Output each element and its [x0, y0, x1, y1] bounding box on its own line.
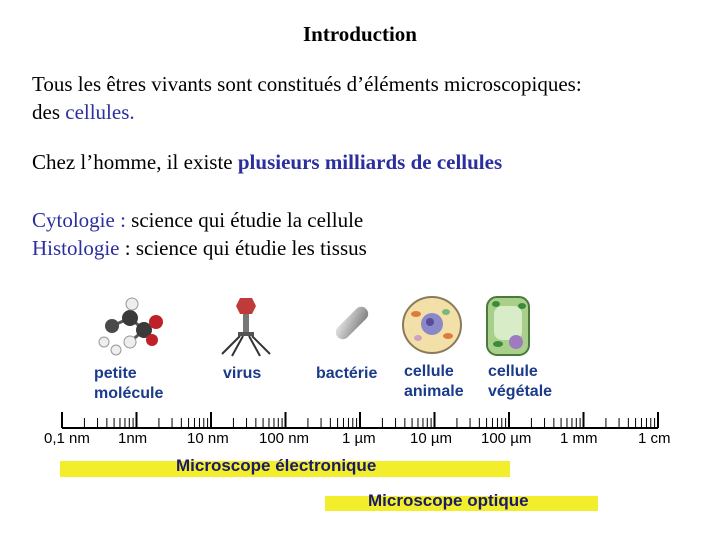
label-plant-cell-line2: végétale	[488, 383, 553, 400]
label-small-molecule-line2: molécule	[94, 385, 164, 402]
label-animal-cell: cellule animale	[404, 362, 464, 402]
label-animal-cell-line2: animale	[404, 383, 464, 400]
electron-microscope-band	[60, 461, 510, 477]
bacteria-icon	[335, 306, 369, 340]
scale-label-1cm: 1 cm	[638, 430, 671, 447]
label-virus: virus	[223, 365, 262, 382]
scale-label-1mm: 1 mm	[560, 430, 598, 447]
paragraph-cells: Tous les êtres vivants sont constitués d…	[32, 70, 582, 126]
term-histology: Histologie	[32, 236, 120, 260]
scale-label-10nm: 10 nm	[187, 430, 229, 447]
label-animal-cell-line1: cellule	[404, 363, 454, 380]
paragraph-cells-prefix: des	[32, 100, 66, 124]
label-small-molecule: petite molécule	[94, 364, 163, 404]
definition-cytology-text: science qui étudie la cellule	[125, 208, 364, 232]
paragraph-human: Chez l’homme, il existe plusieurs millia…	[32, 148, 502, 176]
optical-microscope-band	[325, 496, 598, 511]
animal-cell-icon	[402, 296, 462, 354]
molecule-icon	[98, 297, 163, 356]
page-title: Introduction	[303, 22, 417, 46]
paragraph-human-prefix: Chez l’homme, il existe	[32, 150, 238, 174]
label-plant-cell: cellule végétale	[488, 362, 552, 402]
term-cytology: Cytologie :	[32, 208, 126, 232]
virus-icon	[221, 298, 271, 357]
definitions: Cytologie : science qui étudie la cellul…	[32, 206, 367, 262]
cells-highlight: cellules.	[65, 100, 135, 124]
label-bacteria: bactérie	[316, 365, 378, 382]
paragraph-cells-line2: des cellules.	[32, 98, 582, 126]
plant-cell-icon	[486, 296, 530, 356]
definition-histology: Histologie : science qui étudie les tiss…	[32, 234, 367, 262]
scale-label-100um: 100 µm	[481, 430, 532, 447]
scale-label-1nm: 1nm	[118, 430, 148, 447]
paragraph-cells-line1: Tous les êtres vivants sont constitués d…	[32, 72, 582, 96]
billions-highlight: plusieurs milliards de cellules	[237, 150, 503, 174]
label-small-molecule-line1: petite	[94, 365, 137, 382]
definition-cytology: Cytologie : science qui étudie la cellul…	[32, 206, 367, 234]
definition-histology-text: : science qui étudie les tissus	[119, 236, 367, 260]
electron-microscope-label: Microscope électronique	[176, 456, 377, 475]
scale-label-0-1nm: 0,1 nm	[44, 430, 90, 447]
scale-label-10um: 10 µm	[410, 430, 452, 447]
optical-microscope-label: Microscope optique	[368, 491, 529, 510]
scale-label-100nm: 100 nm	[259, 430, 310, 447]
label-plant-cell-line1: cellule	[488, 363, 538, 380]
scale-label-1um: 1 µm	[342, 430, 376, 447]
